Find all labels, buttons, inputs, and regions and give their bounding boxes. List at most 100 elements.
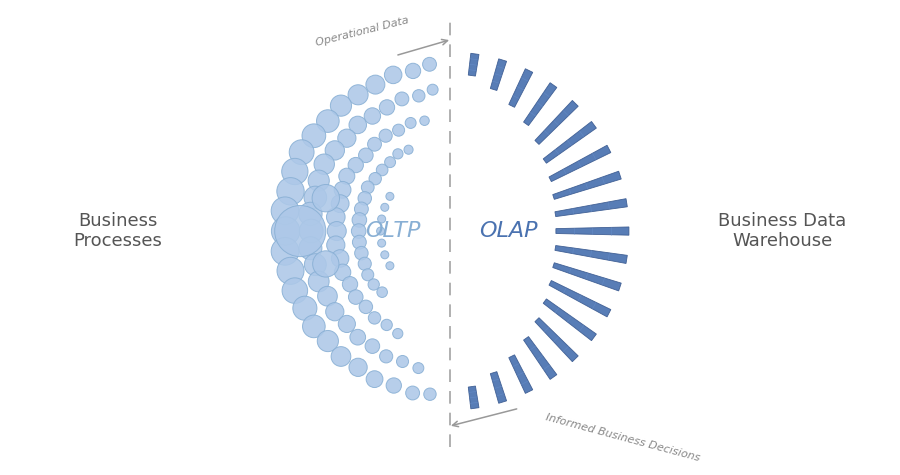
Circle shape	[348, 157, 364, 173]
Circle shape	[350, 329, 365, 345]
Circle shape	[405, 63, 420, 78]
Circle shape	[271, 238, 299, 265]
Circle shape	[328, 221, 346, 240]
Circle shape	[413, 362, 424, 373]
Circle shape	[392, 329, 403, 339]
Circle shape	[352, 213, 366, 227]
Circle shape	[386, 192, 394, 200]
Circle shape	[369, 172, 382, 185]
Polygon shape	[524, 83, 557, 125]
Text: Business Data
Warehouse: Business Data Warehouse	[718, 212, 847, 250]
Circle shape	[386, 378, 401, 393]
Polygon shape	[468, 53, 479, 76]
Polygon shape	[553, 263, 621, 291]
Circle shape	[348, 290, 363, 304]
Circle shape	[312, 251, 339, 277]
Circle shape	[342, 276, 357, 292]
Circle shape	[428, 84, 438, 95]
Circle shape	[384, 66, 402, 84]
Circle shape	[384, 157, 396, 168]
Circle shape	[364, 108, 381, 124]
Circle shape	[289, 140, 314, 165]
Circle shape	[366, 371, 383, 388]
Circle shape	[326, 303, 344, 321]
Polygon shape	[524, 337, 557, 380]
Circle shape	[302, 315, 325, 338]
Polygon shape	[535, 318, 578, 361]
Text: Business
Processes: Business Processes	[73, 212, 162, 250]
Circle shape	[423, 57, 436, 71]
Circle shape	[365, 339, 380, 353]
Circle shape	[300, 219, 323, 243]
Circle shape	[274, 206, 326, 256]
Polygon shape	[535, 100, 578, 144]
Circle shape	[368, 312, 381, 324]
Circle shape	[314, 154, 335, 174]
Circle shape	[379, 100, 395, 115]
Polygon shape	[555, 246, 627, 264]
Circle shape	[282, 158, 308, 185]
Circle shape	[419, 116, 429, 125]
Circle shape	[379, 129, 392, 142]
Polygon shape	[544, 299, 597, 341]
Text: OLAP: OLAP	[479, 221, 537, 241]
Circle shape	[368, 279, 380, 290]
Circle shape	[351, 224, 366, 238]
Circle shape	[304, 254, 327, 276]
Circle shape	[304, 186, 327, 209]
Polygon shape	[549, 281, 611, 317]
Circle shape	[330, 95, 352, 116]
Circle shape	[358, 191, 372, 205]
Circle shape	[292, 296, 317, 320]
Circle shape	[325, 141, 345, 160]
Circle shape	[381, 203, 389, 211]
Circle shape	[366, 75, 385, 94]
Circle shape	[338, 168, 355, 184]
Circle shape	[376, 164, 388, 176]
Circle shape	[318, 331, 338, 352]
Circle shape	[302, 124, 326, 148]
Polygon shape	[549, 145, 611, 181]
Circle shape	[392, 124, 405, 136]
Circle shape	[359, 300, 373, 314]
Circle shape	[376, 227, 384, 235]
Circle shape	[331, 250, 349, 267]
Circle shape	[367, 137, 382, 151]
Circle shape	[378, 215, 386, 223]
Polygon shape	[508, 69, 533, 107]
Circle shape	[378, 239, 386, 247]
Circle shape	[317, 110, 339, 133]
Circle shape	[381, 319, 392, 331]
Circle shape	[277, 257, 304, 285]
Circle shape	[349, 358, 367, 377]
Circle shape	[397, 355, 409, 368]
Circle shape	[282, 278, 308, 304]
Circle shape	[299, 237, 322, 260]
Polygon shape	[544, 122, 597, 163]
Circle shape	[386, 262, 394, 270]
Circle shape	[272, 217, 300, 245]
Circle shape	[327, 208, 345, 227]
Circle shape	[412, 90, 425, 102]
Circle shape	[312, 184, 339, 212]
Polygon shape	[468, 386, 479, 409]
Text: Informed Business Decisions: Informed Business Decisions	[545, 412, 701, 463]
Circle shape	[308, 170, 329, 191]
Circle shape	[358, 148, 374, 162]
Polygon shape	[508, 355, 533, 393]
Text: OLTP: OLTP	[365, 221, 421, 241]
Circle shape	[271, 197, 299, 225]
Circle shape	[353, 235, 366, 249]
Polygon shape	[556, 227, 629, 235]
Circle shape	[405, 117, 416, 128]
Circle shape	[334, 181, 351, 198]
Circle shape	[348, 85, 368, 105]
Circle shape	[358, 257, 372, 270]
Circle shape	[395, 92, 409, 106]
Circle shape	[331, 347, 351, 366]
Circle shape	[424, 388, 436, 400]
Circle shape	[338, 129, 356, 147]
Circle shape	[355, 202, 368, 216]
Circle shape	[377, 287, 387, 297]
Circle shape	[318, 286, 338, 306]
